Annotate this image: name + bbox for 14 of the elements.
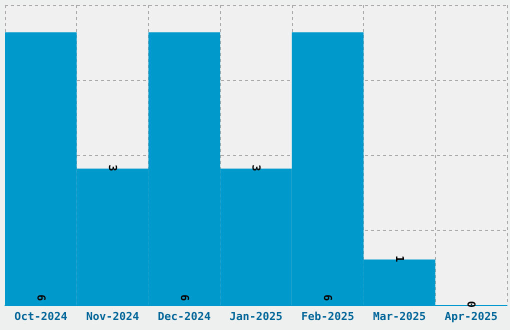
data-label: 3 [106, 164, 120, 172]
x-tick-label: Nov-2024 [86, 310, 140, 323]
data-label: 6 [178, 294, 191, 302]
x-tick-label: Mar-2025 [372, 310, 426, 323]
data-label: 0 [464, 301, 478, 308]
x-tick-label: Dec-2024 [158, 310, 212, 323]
data-label: 6 [34, 294, 48, 302]
x-tick-label: Jan-2025 [230, 310, 282, 323]
x-tick-label: Apr-2025 [444, 310, 498, 323]
data-label: 1 [392, 256, 406, 263]
data-label: 3 [250, 164, 262, 172]
data-label: 6 [321, 294, 334, 302]
x-tick-label: Oct-2024 [14, 310, 68, 323]
x-tick-label: Feb-2025 [301, 310, 354, 323]
